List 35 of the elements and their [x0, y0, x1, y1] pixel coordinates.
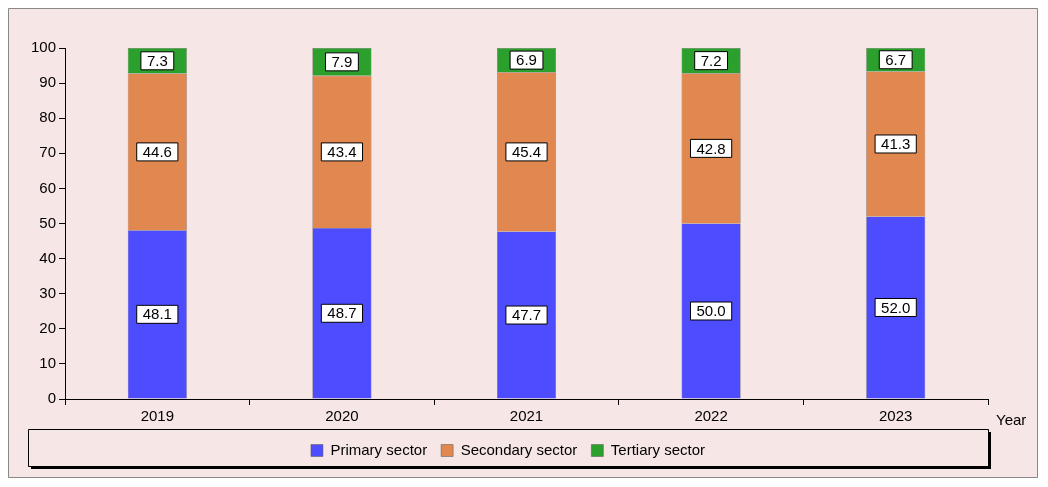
legend-label: Secondary sector — [460, 440, 578, 458]
data-label: 7.9 — [331, 53, 353, 71]
y-tick-label: 10 — [39, 354, 57, 372]
data-label: 48.7 — [327, 304, 357, 322]
y-tick-label: 0 — [47, 389, 57, 407]
y-tick-label: 70 — [39, 143, 57, 161]
data-label: 6.9 — [516, 51, 537, 69]
y-tick-label: 20 — [39, 318, 57, 336]
data-label: 41.3 — [881, 135, 911, 153]
legend-label: Tertiary sector — [610, 440, 706, 458]
legend-label: Primary sector — [330, 440, 428, 458]
data-label: 44.6 — [142, 143, 172, 161]
x-tick-label: 2021 — [509, 407, 544, 425]
x-axis-title: Year — [996, 410, 1027, 428]
y-tick-label: 80 — [39, 108, 57, 126]
x-tick-label: 2019 — [140, 407, 175, 425]
data-label: 6.7 — [885, 50, 907, 68]
data-label: 52.0 — [881, 298, 911, 316]
data-label: 48.1 — [142, 305, 172, 323]
x-tick-label: 2022 — [694, 407, 728, 425]
x-tick-label: 2023 — [879, 407, 913, 425]
y-tick-label: 60 — [39, 178, 57, 196]
data-label: 47.7 — [511, 306, 542, 324]
data-label: 7.2 — [700, 51, 722, 69]
y-tick-label: 40 — [39, 248, 57, 266]
data-label: 7.3 — [146, 51, 168, 69]
y-tick-label: 50 — [39, 213, 57, 231]
data-label: 45.4 — [511, 143, 542, 161]
y-tick-label: 100 — [31, 38, 57, 56]
y-tick-label: 30 — [39, 283, 57, 301]
x-tick-label: 2020 — [325, 407, 359, 425]
data-label: 42.8 — [696, 139, 726, 157]
data-label: 43.4 — [327, 143, 357, 161]
y-tick-label: 90 — [39, 73, 57, 91]
data-label: 50.0 — [696, 302, 726, 320]
